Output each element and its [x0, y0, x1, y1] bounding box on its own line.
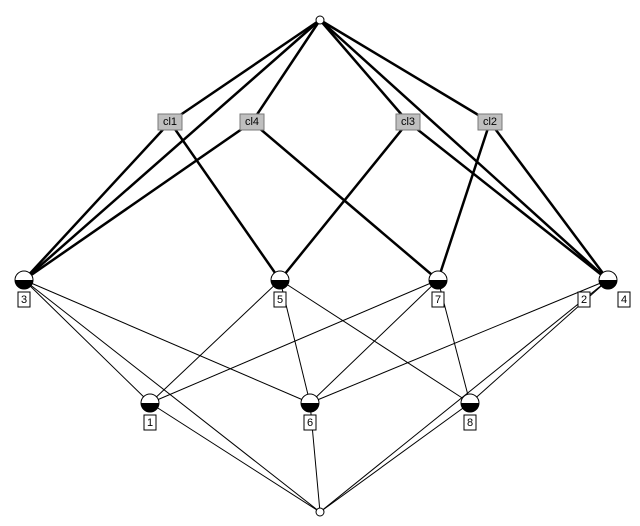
top-label-cl4: cl4: [245, 116, 259, 128]
label-n8: 8: [467, 417, 473, 429]
label-n3: 3: [21, 294, 27, 306]
top-label-cl1: cl1: [163, 116, 177, 128]
label-r4: 4: [621, 294, 627, 306]
node-bottom: [316, 508, 324, 516]
top-label-cl3: cl3: [401, 116, 415, 128]
label-n6: 6: [307, 417, 313, 429]
node-top: [316, 16, 324, 24]
label-r2: 2: [581, 294, 587, 306]
label-n7: 7: [435, 294, 441, 306]
top-label-cl2: cl2: [483, 116, 497, 128]
label-n5: 5: [277, 294, 283, 306]
lattice-diagram: cl1 cl4 cl3 cl2 3 5 7 2 4 1 6 8: [0, 0, 640, 526]
label-n1: 1: [147, 417, 153, 429]
